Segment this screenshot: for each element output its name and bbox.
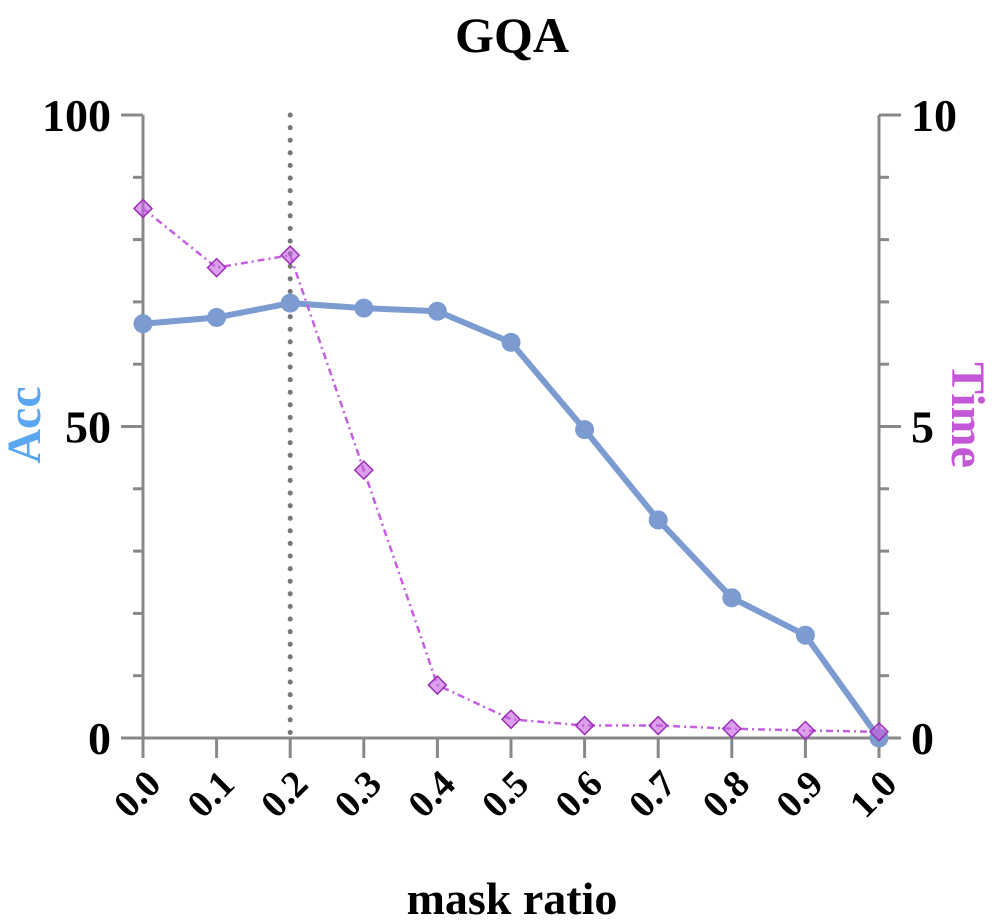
series-time-line (142, 207, 880, 734)
series-acc-point (575, 420, 595, 440)
x-tick-label: 0.0 (106, 763, 169, 826)
y-axis-right-label: Time (941, 362, 994, 468)
series-time-point (574, 715, 595, 736)
x-tick-label: 0.8 (695, 763, 758, 826)
tick-labels: 0 50 100 0 5 10 0.0 0.1 0.2 0.3 0.4 0.5 0.6 0.7 0.8 0.9… (42, 90, 957, 826)
x-tick-label: 0.1 (179, 763, 242, 826)
series-acc-point (133, 314, 153, 334)
plot-axes (121, 113, 901, 758)
series-time-point (795, 720, 816, 741)
series-time-group (132, 198, 890, 742)
series-time-point (132, 198, 154, 219)
x-tick-label: 0.2 (253, 763, 316, 826)
y-right-tick-label: 10 (911, 90, 957, 141)
series-acc-point (795, 625, 815, 645)
series-acc-group (133, 293, 889, 748)
x-tick-label: 0.9 (768, 763, 831, 826)
y-right-tick-label: 5 (911, 402, 934, 453)
series-time-point (353, 460, 374, 481)
y-left-tick-label: 50 (65, 402, 111, 453)
series-time-point (280, 245, 301, 266)
series-acc-line (142, 300, 882, 740)
y-left-tick-label: 100 (42, 90, 111, 141)
series-acc-point (207, 307, 227, 327)
x-axis-label: mask ratio (407, 873, 618, 924)
series-acc-point (648, 510, 668, 530)
series-time-point (206, 257, 227, 278)
x-tick-label: 0.4 (400, 763, 463, 826)
x-tick-label: 0.7 (621, 763, 684, 826)
series-time-point (721, 718, 742, 739)
x-tick-label: 0.6 (547, 763, 610, 826)
x-tick-label: 1.0 (842, 763, 905, 826)
series-acc-point (280, 293, 300, 313)
series-acc-point (354, 298, 374, 318)
series-time-point (868, 721, 890, 742)
series-time-point (500, 709, 522, 730)
series-acc-point (722, 588, 742, 608)
chart-title: GQA (455, 7, 569, 63)
x-tick-label: 0.5 (474, 763, 537, 826)
series-time-point (648, 715, 669, 736)
series-acc-point (501, 332, 521, 352)
x-tick-label: 0.3 (327, 763, 390, 826)
series-time-point (427, 674, 448, 696)
series-acc-point (427, 301, 447, 321)
y-axis-left-label: Acc (0, 386, 51, 463)
y-right-tick-label: 0 (911, 713, 934, 764)
y-left-tick-label: 0 (88, 713, 111, 764)
